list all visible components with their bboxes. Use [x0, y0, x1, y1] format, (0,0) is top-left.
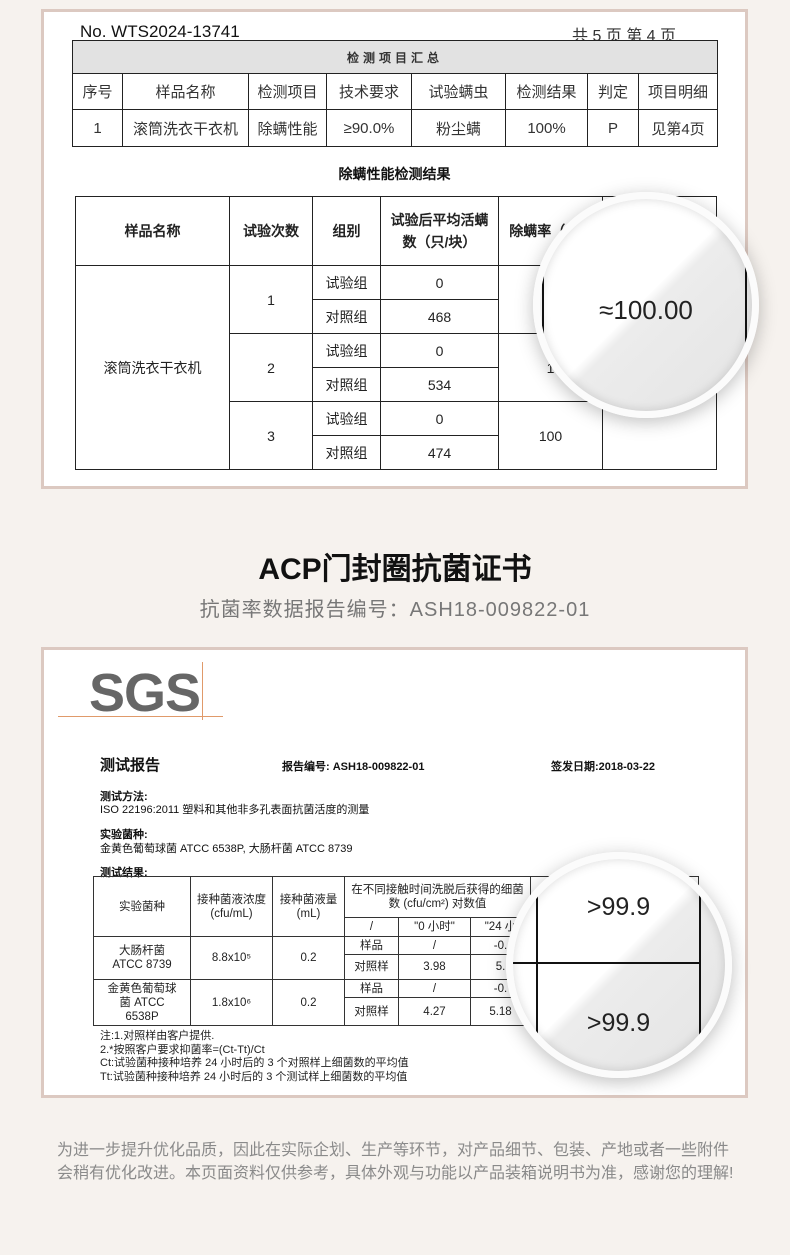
- summary-header: 序号: [72, 73, 123, 110]
- strain-label: 实验菌种:: [100, 829, 148, 841]
- summary-header: 检测结果: [505, 73, 588, 110]
- mite-count: 0: [380, 333, 499, 368]
- result-header: 实验菌种: [93, 876, 191, 937]
- magnified-border-line: [745, 199, 747, 411]
- sgs-antibacterial-certificate: SGS 测试报告 报告编号: ASH18-009822-01 签发日期:2018…: [41, 647, 748, 1098]
- note-line: Tt:试验菌种接种培养 24 小时后的 3 个测试样上细菌数的平均值: [100, 1070, 408, 1083]
- summary-cell: 见第4页: [637, 109, 719, 147]
- sgs-logo: SGS: [89, 663, 201, 723]
- mite-result-table: 样品名称 试验次数 组别 试验后平均活螨数（只/块） 除螨率（%） 滚筒洗衣干衣…: [75, 196, 717, 470]
- group-label: 试验组: [312, 333, 381, 368]
- result-header: 组别: [312, 196, 381, 266]
- magnified-row-divider: [513, 962, 701, 964]
- summary-header: 样品名称: [122, 73, 249, 110]
- method-label: 测试方法:: [100, 791, 148, 803]
- result-header: 在不同接触时间洗脱后获得的细菌数 (cfu/cm²) 对数值: [343, 876, 532, 918]
- summary-header: 检测项目: [248, 73, 327, 110]
- row-label: 对照样: [344, 954, 399, 980]
- result-title: 除螨性能检测结果: [338, 166, 451, 182]
- volume-cell: 0.2: [272, 936, 345, 980]
- group-label: 对照组: [312, 435, 381, 470]
- mite-count: 474: [380, 435, 499, 470]
- summary-cell: 滚筒洗衣干衣机: [122, 109, 249, 147]
- mite-count: 534: [380, 367, 499, 402]
- group-label: 对照组: [312, 299, 381, 334]
- section-title: ACP门封圈抗菌证书: [258, 553, 532, 586]
- subheader: /: [344, 917, 399, 937]
- strain-text: 金黄色葡萄球菌 ATCC 6538P, 大肠杆菌 ATCC 8739: [100, 843, 353, 855]
- result-header: 样品名称: [75, 196, 230, 266]
- strain-cell: 金黄色葡萄球菌 ATCC 6538P: [93, 979, 191, 1026]
- group-label: 试验组: [312, 401, 381, 436]
- removal-rate: 100: [498, 401, 603, 470]
- trial-number: 1: [229, 265, 313, 334]
- value-cell: 3.98: [398, 954, 471, 980]
- trial-number: 2: [229, 333, 313, 402]
- result-header: 试验后平均活螨数（只/块）: [380, 196, 499, 266]
- logo-rule-vertical: [202, 662, 203, 720]
- group-label: 试验组: [312, 265, 381, 300]
- result-header: 接种菌液量(mL): [272, 876, 345, 937]
- magnifier-lens: >99.9 >99.9: [506, 852, 732, 1078]
- summary-header: 技术要求: [326, 73, 412, 110]
- section-subtitle: 抗菌率数据报告编号：ASH18-009822-01: [199, 599, 591, 621]
- concentration-cell: 1.8x10⁶: [190, 979, 273, 1026]
- result-header: 试验次数: [229, 196, 313, 266]
- note-line: 2.*按照客户要求抑菌率=(Ct-Tt)/Ct: [100, 1043, 265, 1056]
- result-header: 接种菌液浓度(cfu/mL): [190, 876, 273, 937]
- mite-count: 0: [380, 265, 499, 300]
- subheader: "0 小时": [398, 917, 471, 937]
- notes: 注:1.对照样由客户提供. 2.*按照客户要求抑菌率=(Ct-Tt)/Ct Ct…: [100, 1030, 409, 1084]
- summary-cell: 100%: [505, 109, 588, 147]
- note-line: 注:1.对照样由客户提供.: [100, 1030, 215, 1042]
- value-cell: 4.27: [398, 997, 471, 1026]
- summary-cell: P: [587, 109, 639, 147]
- summary-table: 检测项目汇总 序号 样品名称 检测项目 技术要求 试验螨虫 检测结果 判定 项目…: [71, 40, 719, 147]
- magnified-border-line: [542, 199, 544, 411]
- disclaimer: 为进一步提升优化品质，因此在实际企划、生产等环节，对产品细节、包装、产地或者一些…: [57, 1142, 734, 1182]
- magnified-border-line: [699, 859, 701, 1071]
- summary-cell: 除螨性能: [248, 109, 327, 147]
- method-text: ISO 22196:2011 塑料和其他非多孔表面抗菌活度的测量: [100, 804, 370, 816]
- value-cell: /: [398, 979, 471, 998]
- magnifier-lens: ≈100.00: [533, 192, 759, 418]
- row-label: 样品: [344, 936, 399, 955]
- summary-header: 判定: [587, 73, 639, 110]
- magnified-rate: >99.9: [586, 893, 651, 921]
- mite-count: 468: [380, 299, 499, 334]
- row-label: 样品: [344, 979, 399, 998]
- trial-number: 3: [229, 401, 313, 470]
- sample-name: 滚筒洗衣干衣机: [75, 265, 230, 470]
- report-number: No. WTS2024-13741: [80, 22, 240, 41]
- mite-test-certificate: No. WTS2024-13741 共 5 页 第 4 页 检测项目汇总 序号 …: [41, 9, 759, 489]
- row-label: 对照样: [344, 997, 399, 1026]
- summary-cell: 1: [72, 109, 123, 147]
- report-number: 报告编号: ASH18-009822-01: [282, 761, 425, 773]
- mite-count: 0: [380, 401, 499, 436]
- value-cell: /: [398, 936, 471, 955]
- note-line: Ct:试验菌种接种培养 24 小时后的 3 个对照样上细菌数的平均值: [100, 1057, 409, 1069]
- group-label: 对照组: [312, 367, 381, 402]
- summary-title: 检测项目汇总: [71, 40, 719, 74]
- magnified-border-line: [536, 859, 538, 1071]
- summary-cell: ≥90.0%: [326, 109, 412, 147]
- magnified-rate: >99.9: [586, 1009, 651, 1037]
- summary-cell: 粉尘螨: [411, 109, 506, 147]
- summary-header: 项目明细: [637, 73, 719, 110]
- volume-cell: 0.2: [272, 979, 345, 1026]
- strain-cell: 大肠杆菌 ATCC 8739: [93, 936, 191, 980]
- report-heading: 测试报告: [100, 757, 161, 774]
- concentration-cell: 8.8x10⁵: [190, 936, 273, 980]
- logo-rule: [58, 716, 223, 717]
- issue-date: 签发日期:2018-03-22: [551, 761, 655, 773]
- summary-header: 试验螨虫: [411, 73, 506, 110]
- magnified-removal-rate: ≈100.00: [599, 295, 693, 325]
